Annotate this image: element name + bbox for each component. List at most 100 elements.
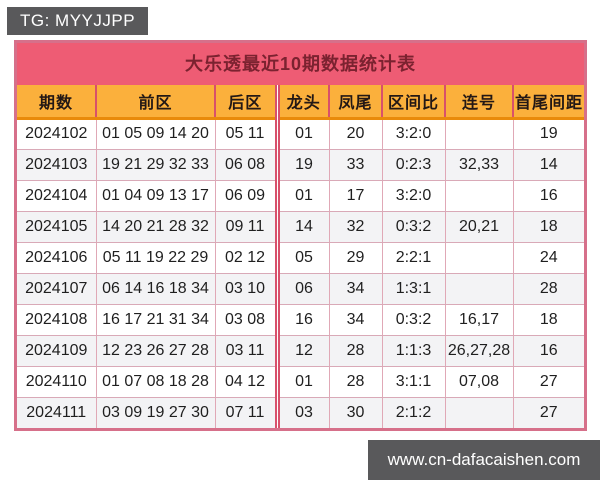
dragon-head-cell: 06 — [274, 273, 329, 305]
front-zone-cell: 01 04 09 13 17 — [95, 180, 215, 212]
period-cell: 2024103 — [17, 149, 96, 181]
span-cell: 27 — [512, 366, 584, 398]
dragon-head-cell: 01 — [274, 118, 329, 150]
phoenix-tail-cell: 32 — [328, 211, 382, 243]
interval-ratio-cell: 1:1:3 — [381, 335, 445, 367]
telegram-watermark-banner: TG: MYYJJPP — [7, 7, 149, 35]
dragon-head-cell: 14 — [274, 211, 329, 243]
table-body: 2024102 01 05 09 14 20 05 11 01 20 3:2:0 19 202… — [17, 118, 584, 428]
back-zone-cell: 02 12 — [214, 242, 277, 274]
consecutive-cell — [444, 397, 513, 428]
lottery-stats-table-frame: 大乐透最近10期数据统计表 期数 前区 后区 龙头 凤尾 区间比 连号 首尾间距 202410… — [14, 40, 587, 431]
front-zone-cell: 19 21 29 32 33 — [95, 149, 215, 181]
column-header-phoenix-tail: 凤尾 — [328, 85, 382, 120]
span-cell: 16 — [512, 180, 584, 212]
dragon-head-cell: 19 — [274, 149, 329, 181]
back-zone-cell: 09 11 — [214, 211, 277, 243]
interval-ratio-cell: 3:2:0 — [381, 118, 445, 150]
interval-ratio-cell: 0:3:2 — [381, 304, 445, 336]
period-cell: 2024109 — [17, 335, 96, 367]
table-row: 2024109 12 23 26 27 28 03 11 12 28 1:1:3 26,27… — [17, 335, 584, 367]
front-zone-cell: 12 23 26 27 28 — [95, 335, 215, 367]
interval-ratio-cell: 3:1:1 — [381, 366, 445, 398]
span-cell: 19 — [512, 118, 584, 150]
table-row: 2024103 19 21 29 32 33 06 08 19 33 0:2:3 32,33… — [17, 149, 584, 181]
period-cell: 2024106 — [17, 242, 96, 274]
interval-ratio-cell: 0:2:3 — [381, 149, 445, 181]
back-zone-cell: 06 08 — [214, 149, 277, 181]
table-row: 2024107 06 14 16 18 34 03 10 06 34 1:3:1 28 — [17, 273, 584, 305]
front-zone-cell: 14 20 21 28 32 — [95, 211, 215, 243]
period-cell: 2024108 — [17, 304, 96, 336]
period-cell: 2024107 — [17, 273, 96, 305]
phoenix-tail-cell: 34 — [328, 273, 382, 305]
phoenix-tail-cell: 33 — [328, 149, 382, 181]
front-zone-cell: 06 14 16 18 34 — [95, 273, 215, 305]
column-header-period: 期数 — [17, 85, 96, 120]
front-zone-cell: 01 05 09 14 20 — [95, 118, 215, 150]
span-cell: 18 — [512, 304, 584, 336]
interval-ratio-cell: 2:1:2 — [381, 397, 445, 428]
table-row: 2024105 14 20 21 28 32 09 11 14 32 0:3:2 20,21… — [17, 211, 584, 243]
span-cell: 16 — [512, 335, 584, 367]
lottery-stats-table: 期数 前区 后区 龙头 凤尾 区间比 连号 首尾间距 2024102 01 05 09 14 2… — [17, 85, 584, 428]
website-watermark-banner: www.cn-dafacaishen.com — [368, 440, 600, 480]
consecutive-cell — [444, 242, 513, 274]
consecutive-cell: 20,21 — [444, 211, 513, 243]
phoenix-tail-cell: 29 — [328, 242, 382, 274]
interval-ratio-cell: 0:3:2 — [381, 211, 445, 243]
consecutive-cell: 16,17 — [444, 304, 513, 336]
header-row: 期数 前区 后区 龙头 凤尾 区间比 连号 首尾间距 — [17, 85, 584, 120]
interval-ratio-cell: 3:2:0 — [381, 180, 445, 212]
table-title: 大乐透最近10期数据统计表 — [17, 43, 584, 85]
interval-ratio-cell: 2:2:1 — [381, 242, 445, 274]
dragon-head-cell: 16 — [274, 304, 329, 336]
period-cell: 2024110 — [17, 366, 96, 398]
front-zone-cell: 03 09 19 27 30 — [95, 397, 215, 428]
span-cell: 27 — [512, 397, 584, 428]
back-zone-cell: 03 11 — [214, 335, 277, 367]
consecutive-cell — [444, 118, 513, 150]
phoenix-tail-cell: 28 — [328, 366, 382, 398]
period-cell: 2024111 — [17, 397, 96, 428]
interval-ratio-cell: 1:3:1 — [381, 273, 445, 305]
back-zone-cell: 07 11 — [214, 397, 277, 428]
front-zone-cell: 01 07 08 18 28 — [95, 366, 215, 398]
period-cell: 2024102 — [17, 118, 96, 150]
phoenix-tail-cell: 28 — [328, 335, 382, 367]
column-header-interval-ratio: 区间比 — [381, 85, 445, 120]
table-row: 2024106 05 11 19 22 29 02 12 05 29 2:2:1 24 — [17, 242, 584, 274]
span-cell: 14 — [512, 149, 584, 181]
column-header-head-tail-span: 首尾间距 — [512, 85, 584, 120]
span-cell: 24 — [512, 242, 584, 274]
column-header-consecutive: 连号 — [444, 85, 513, 120]
consecutive-cell: 32,33 — [444, 149, 513, 181]
dragon-head-cell: 03 — [274, 397, 329, 428]
front-zone-cell: 05 11 19 22 29 — [95, 242, 215, 274]
consecutive-cell: 07,08 — [444, 366, 513, 398]
period-cell: 2024105 — [17, 211, 96, 243]
column-header-dragon-head: 龙头 — [274, 85, 329, 120]
span-cell: 28 — [512, 273, 584, 305]
back-zone-cell: 05 11 — [214, 118, 277, 150]
dragon-head-cell: 05 — [274, 242, 329, 274]
table-row: 2024111 03 09 19 27 30 07 11 03 30 2:1:2 27 — [17, 397, 584, 428]
consecutive-cell — [444, 180, 513, 212]
table-row: 2024102 01 05 09 14 20 05 11 01 20 3:2:0 19 — [17, 118, 584, 150]
front-zone-cell: 16 17 21 31 34 — [95, 304, 215, 336]
column-header-back-zone: 后区 — [214, 85, 277, 120]
phoenix-tail-cell: 20 — [328, 118, 382, 150]
table-row: 2024110 01 07 08 18 28 04 12 01 28 3:1:1 07,08… — [17, 366, 584, 398]
consecutive-cell — [444, 273, 513, 305]
back-zone-cell: 03 08 — [214, 304, 277, 336]
span-cell: 18 — [512, 211, 584, 243]
back-zone-cell: 03 10 — [214, 273, 277, 305]
column-header-front-zone: 前区 — [95, 85, 215, 120]
table-row: 2024104 01 04 09 13 17 06 09 01 17 3:2:0 16 — [17, 180, 584, 212]
period-cell: 2024104 — [17, 180, 96, 212]
dragon-head-cell: 01 — [274, 366, 329, 398]
back-zone-cell: 04 12 — [214, 366, 277, 398]
dragon-head-cell: 01 — [274, 180, 329, 212]
phoenix-tail-cell: 30 — [328, 397, 382, 428]
